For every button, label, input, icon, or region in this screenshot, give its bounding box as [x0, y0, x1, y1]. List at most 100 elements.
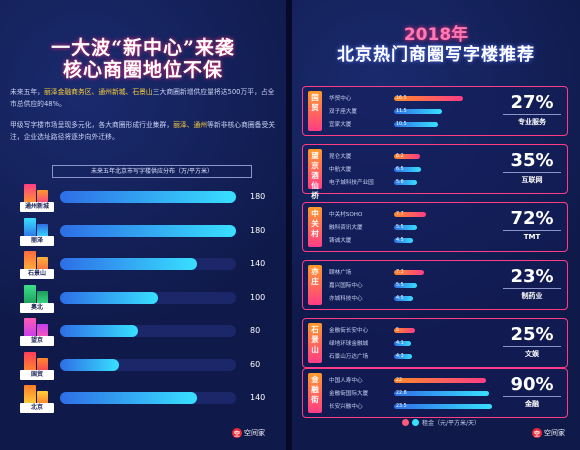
building-name: 石景山万达广场	[329, 354, 369, 360]
bar-track	[60, 358, 236, 371]
bar	[60, 258, 197, 270]
rent-value: 11.5	[396, 109, 407, 114]
logo-text: 空间家	[244, 429, 265, 437]
rent-bar	[394, 404, 492, 409]
bar-row: 国贸 60	[0, 350, 286, 380]
bar-value-label: 140	[250, 259, 266, 268]
rent-bar	[394, 212, 427, 217]
legend: 租金（元/平方米/天）	[402, 418, 480, 427]
bar	[60, 325, 139, 337]
bar-value-label: 100	[250, 292, 266, 302]
bar-value-label: 180	[250, 192, 266, 201]
rent-value: 10.5	[396, 122, 407, 127]
building-name: 嘉兴国际中心	[329, 283, 363, 289]
intro-paragraph-1: 未来五年，丽泽金融商务区、通州新城、石景山三大商圈新增供应量将达500万平，占全…	[10, 88, 275, 108]
bar-category-label: 北京	[20, 403, 54, 413]
district-card: 金融街 中国人寿中心 22 金融街国际大厦 22.8 长安兴融中心 23.5 90% 金融	[302, 368, 568, 418]
industry-percent: 27%	[510, 92, 554, 113]
bar-value-label: 180	[250, 225, 266, 235]
industry-label: 专业服务	[518, 118, 546, 126]
intro-paragraph-2: 甲级写字楼市场呈现多元化，各大商圈形成行业集群，丽泽、通州等新非核心商圈备受关注…	[10, 121, 276, 141]
bar-row: 奥北 100	[0, 283, 286, 313]
rent-value: 22	[396, 378, 403, 383]
rent-bar	[394, 296, 413, 301]
rent-bar	[394, 225, 417, 230]
building-name: 金融街国际大厦	[329, 391, 369, 397]
bar	[60, 291, 158, 304]
district-card: 望京酒仙桥 昆仑大厦 6.2 中航大厦 6.5 电子城科技产业园 5.6 35% 互联网	[302, 144, 568, 200]
bar-row: 望京 80	[0, 316, 286, 346]
bar	[60, 358, 119, 371]
rent-bar	[394, 283, 417, 288]
percent-underline	[503, 114, 561, 115]
industry-label: 文娱	[525, 350, 539, 358]
district-card: 亦庄 颐林广场 7.3 嘉兴国际中心 5.5 亦城科技中心 4.5 23% 制药业	[302, 260, 568, 310]
bar-track	[60, 291, 236, 304]
industry-percent: 23%	[510, 266, 554, 287]
bar-value-label: 80	[250, 326, 261, 335]
rent-bar	[394, 270, 425, 275]
district-card: 中关村 中关村SOHO 7.7 融科资讯大厦 5.5 铸诚大厦 4.5 72% TMT	[302, 202, 568, 252]
logo-text: 空间家	[544, 429, 565, 437]
building-icon	[20, 283, 54, 313]
building-icon	[20, 383, 54, 413]
building-icon	[20, 182, 54, 212]
building-name: 宜家大厦	[329, 122, 352, 128]
right-year: 2018年	[403, 25, 469, 45]
building-name: 绿地环球金融城	[329, 341, 369, 347]
district-card: 国贸 华贸中心 16.5 双子座大厦 11.5 宜家大厦 10.5 27% 专业服务	[302, 86, 568, 136]
bar-row: 丽泽 180	[0, 216, 286, 246]
industry-percent: 25%	[510, 324, 554, 345]
rent-bar	[394, 341, 412, 346]
bar-track	[60, 224, 236, 237]
building-icon	[20, 316, 54, 346]
district-tag: 金融街	[308, 373, 322, 413]
logo-icon: 空	[532, 428, 542, 438]
bar-category-label: 国贸	[20, 369, 54, 380]
bar-row: 北京 140	[0, 383, 286, 413]
bar-track	[60, 191, 236, 203]
rent-bar	[394, 154, 420, 159]
rent-value: 23.5	[396, 404, 407, 409]
building-name: 电子城科技产业园	[329, 180, 374, 186]
percent-underline	[503, 230, 561, 231]
logo-icon: 空	[232, 428, 242, 438]
bar-category-label: 石景山	[20, 269, 54, 279]
industry-label: 制药业	[521, 292, 543, 300]
bar-category-label: 通州新城	[20, 202, 54, 212]
left-title-line2: 核心商圈地位不保	[62, 59, 223, 81]
rent-bar	[394, 328, 415, 333]
district-tag: 石景山	[308, 323, 322, 363]
percent-underline	[503, 396, 561, 397]
district-card: 石景山 金融街长安中心 5 绿地环球金融城 4.1 石景山万达广场 4.3 25% 文娱	[302, 318, 568, 368]
building-name: 双子座大厦	[329, 109, 357, 115]
industry-percent: 90%	[510, 374, 554, 395]
district-tag: 中关村	[308, 207, 322, 247]
building-name: 融科资讯大厦	[329, 225, 363, 231]
bar-row: 通州新城 180	[0, 182, 286, 212]
bar-track	[60, 258, 236, 270]
legend-label: 租金（元/平方米/天）	[422, 420, 481, 427]
rent-bar	[394, 354, 412, 359]
bar-track	[60, 325, 236, 337]
building-name: 长安兴融中心	[329, 404, 363, 410]
building-name: 铸诚大厦	[329, 238, 352, 244]
rent-value: 5	[396, 328, 400, 333]
building-icon	[20, 350, 54, 380]
building-name: 中关村SOHO	[329, 212, 363, 218]
rent-value: 6.2	[396, 154, 404, 159]
building-name: 中航大厦	[329, 167, 352, 173]
rent-value: 4.5	[396, 238, 404, 243]
building-icon	[20, 249, 54, 279]
rent-value: 7.7	[396, 212, 404, 217]
rent-bar	[394, 180, 418, 185]
rent-bar	[394, 378, 486, 383]
right-logo: 空 空间家	[532, 428, 565, 438]
rent-value: 5.5	[396, 283, 404, 288]
rent-value: 4.3	[396, 354, 404, 359]
district-tag: 望京酒仙桥	[308, 149, 322, 200]
building-name: 华贸中心	[329, 96, 352, 102]
rent-bar	[394, 391, 489, 396]
legend-dot-blue	[412, 419, 419, 426]
industry-label: TMT	[523, 233, 541, 241]
